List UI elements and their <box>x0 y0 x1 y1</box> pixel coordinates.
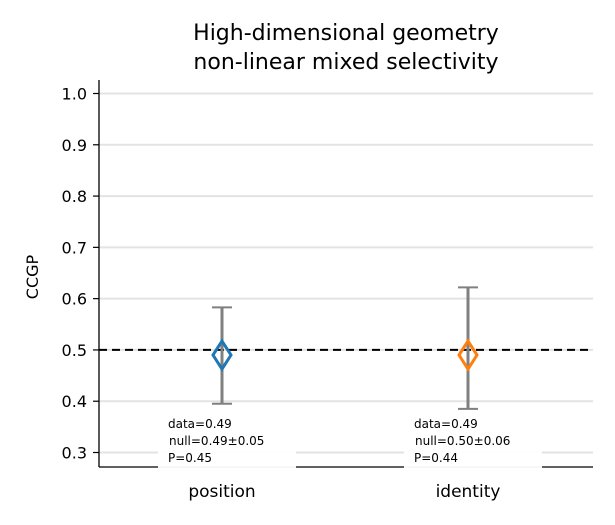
x-tick-label: identity <box>436 482 501 502</box>
annotation-line: null=0.49±0.05 <box>169 434 264 448</box>
y-axis-label: CCGP <box>23 254 42 299</box>
annotation-line: data=0.49 <box>168 417 232 431</box>
annotation-box <box>158 412 296 468</box>
data-point-position <box>211 338 233 372</box>
y-tick-label: 0.8 <box>62 187 87 206</box>
annotation-line: null=0.50±0.06 <box>415 434 510 448</box>
annotation-box <box>404 412 542 468</box>
y-tick-label: 0.6 <box>62 290 87 309</box>
annotation-line: P=0.44 <box>414 451 458 465</box>
y-tick-label: 0.7 <box>62 238 87 257</box>
chart-title-line-2: non-linear mixed selectivity <box>193 50 498 75</box>
y-tick-label: 0.5 <box>62 341 87 360</box>
data-point-identity <box>457 338 479 372</box>
x-tick-label: position <box>188 482 255 502</box>
y-tick-label: 0.4 <box>62 392 87 411</box>
data-points: data=0.49 null=0.49±0.05 P=0.45 data=0.49 nu… <box>99 286 593 468</box>
chart-title-line-1: High-dimensional geometry <box>193 21 499 46</box>
y-tick-label: 0.9 <box>62 136 87 155</box>
annotation-line: P=0.45 <box>168 451 212 465</box>
grid-lines <box>99 92 593 454</box>
annotation-line: data=0.49 <box>414 417 478 431</box>
y-tick-label: 1.0 <box>62 85 87 104</box>
y-tick-label: 0.3 <box>62 444 87 463</box>
